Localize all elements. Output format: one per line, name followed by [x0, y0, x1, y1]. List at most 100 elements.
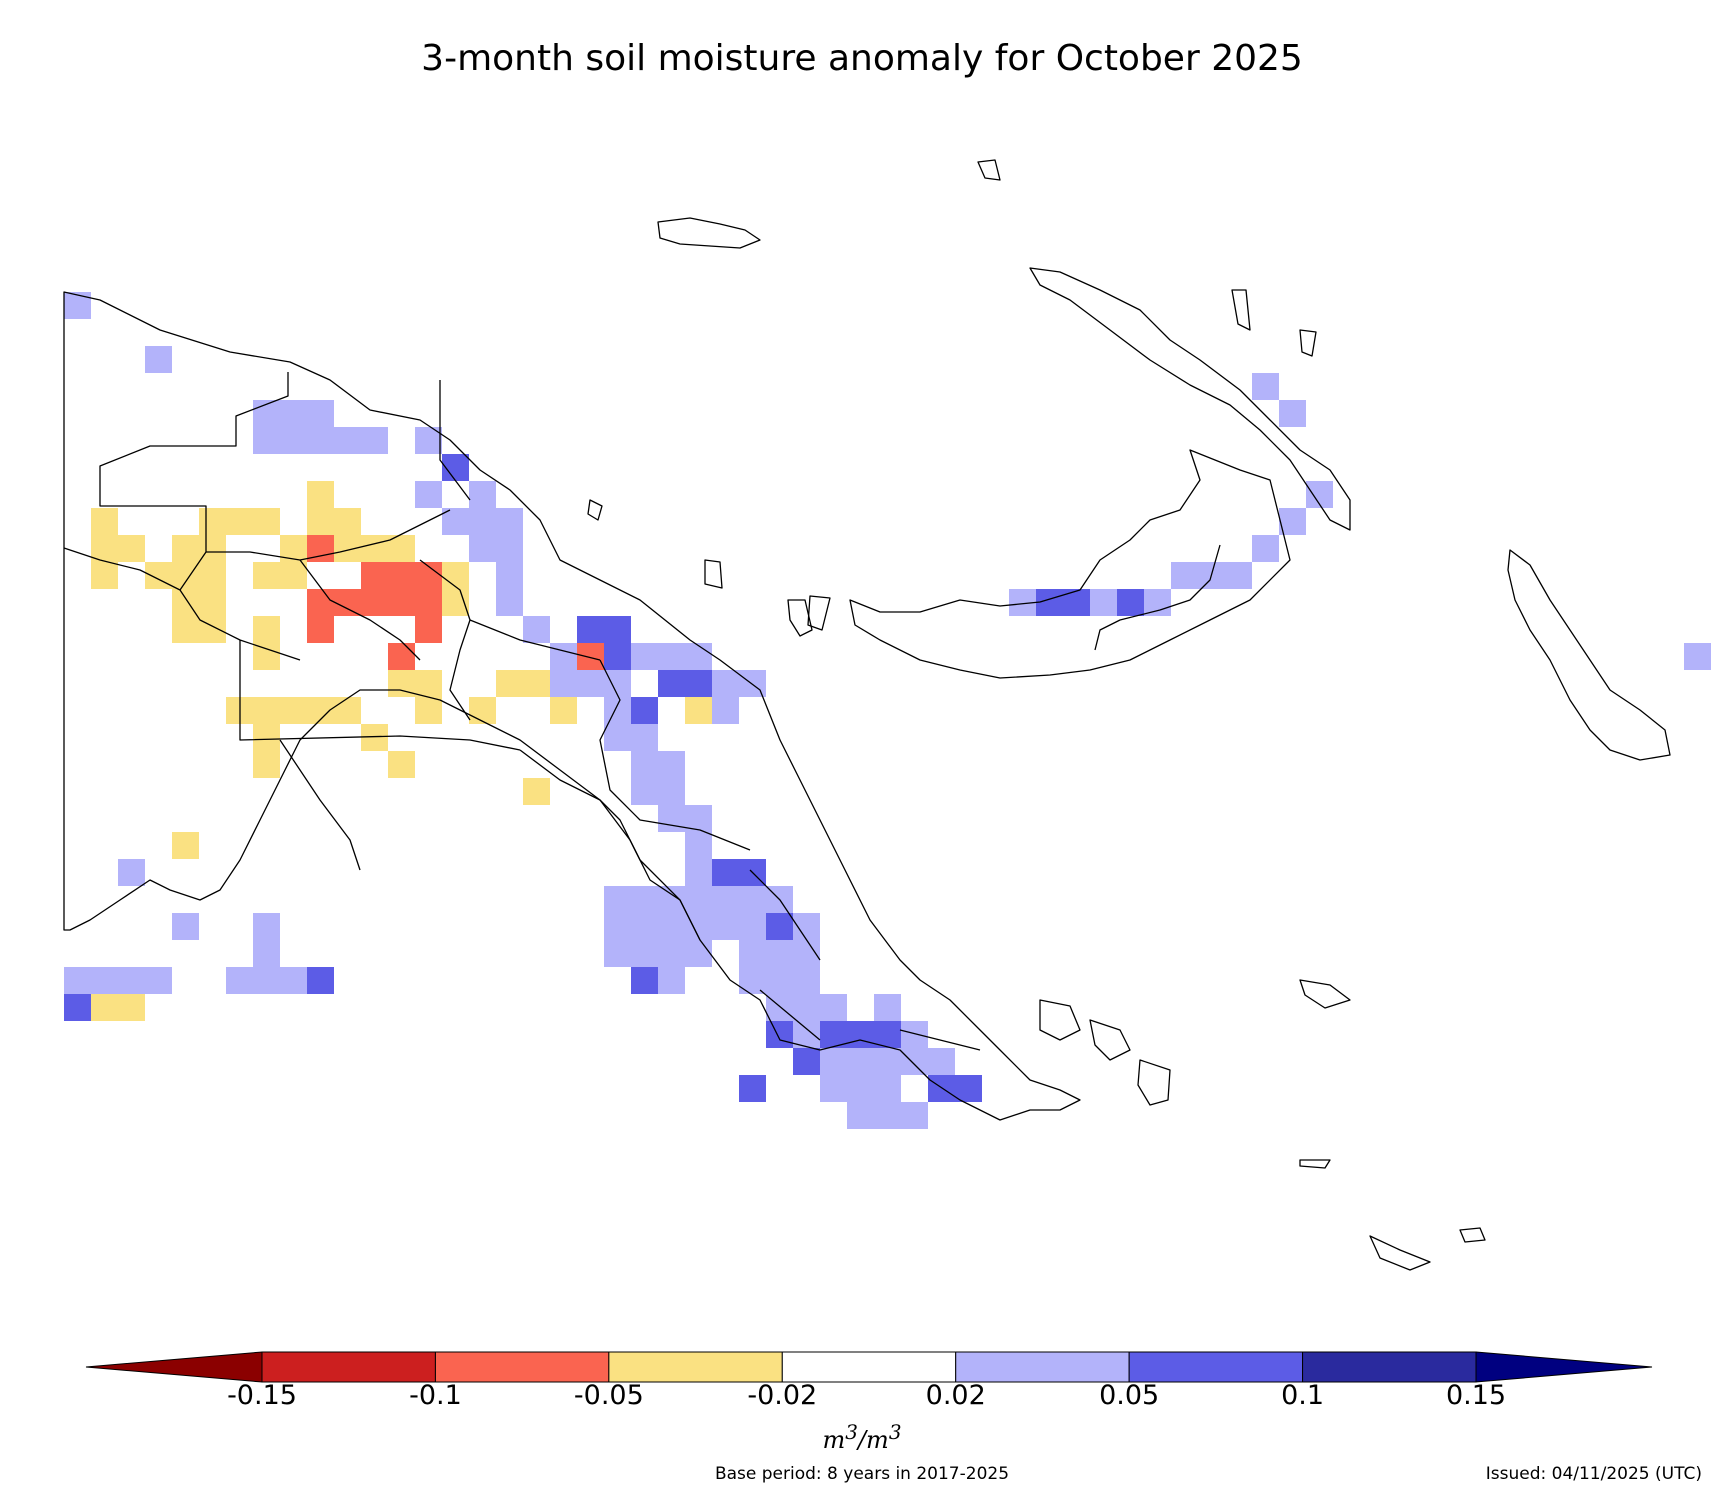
anomaly-cell [793, 1048, 820, 1075]
anomaly-cell [658, 913, 685, 940]
anomaly-cell [226, 508, 253, 535]
anomaly-cell [253, 967, 280, 994]
anomaly-cell [361, 589, 388, 616]
base-period-note: Base period: 8 years in 2017-2025 [714, 1464, 1010, 1484]
anomaly-cell [685, 859, 712, 886]
island-coastline [1369, 1235, 1431, 1271]
anomaly-cell [199, 562, 226, 589]
anomaly-cell [631, 940, 658, 967]
anomaly-cell [415, 697, 442, 724]
anomaly-cell [712, 697, 739, 724]
anomaly-cell [631, 697, 658, 724]
anomaly-cell [253, 940, 280, 967]
anomaly-cell [631, 724, 658, 751]
anomaly-cell [280, 400, 307, 427]
anomaly-cell [604, 670, 631, 697]
anomaly-cell [658, 940, 685, 967]
map-title: 3-month soil moisture anomaly for Octobe… [421, 38, 1303, 79]
anomaly-cell [253, 697, 280, 724]
anomaly-cell [307, 967, 334, 994]
province-border [99, 372, 289, 591]
anomaly-cell [388, 535, 415, 562]
colorbar [85, 1351, 1653, 1383]
province-border [749, 869, 821, 961]
anomaly-cell [199, 508, 226, 535]
colorbar-tick-label: -0.02 [747, 1380, 818, 1411]
anomaly-cell [1279, 400, 1306, 427]
colorbar-segment [1128, 1351, 1304, 1383]
island-coastline [1299, 329, 1317, 357]
anomaly-cell [361, 427, 388, 454]
anomaly-cell [658, 643, 685, 670]
island-coastline [1039, 999, 1081, 1041]
anomaly-cell [685, 670, 712, 697]
colorbar-segment [261, 1351, 436, 1383]
anomaly-cell [91, 508, 118, 535]
anomaly-cell [118, 859, 145, 886]
colorbar-arrow-high [1475, 1351, 1653, 1383]
anomaly-cell [334, 697, 361, 724]
island-coastline [977, 159, 1001, 181]
anomaly-cell [820, 1021, 847, 1048]
anomaly-cell [712, 913, 739, 940]
province-border [469, 619, 601, 661]
anomaly-cell [307, 508, 334, 535]
anomaly-cell [172, 913, 199, 940]
anomaly-cell [604, 616, 631, 643]
anomaly-cell [523, 778, 550, 805]
anomaly-cell [739, 913, 766, 940]
island-coastline [1231, 289, 1251, 331]
anomaly-cell [847, 1075, 874, 1102]
anomaly-cell [658, 886, 685, 913]
anomaly-cell [91, 994, 118, 1021]
anomaly-cell [712, 886, 739, 913]
bougainville-coastline [1507, 549, 1671, 761]
anomaly-cell [199, 616, 226, 643]
anomaly-cell [1225, 562, 1252, 589]
anomaly-cell [631, 751, 658, 778]
mainland-coastline [63, 291, 1081, 1121]
anomaly-cell [388, 751, 415, 778]
anomaly-cell [415, 670, 442, 697]
anomaly-cell [685, 805, 712, 832]
anomaly-cell [172, 535, 199, 562]
anomaly-cell [577, 670, 604, 697]
anomaly-cell [388, 589, 415, 616]
anomaly-cell [280, 562, 307, 589]
anomaly-cell [658, 778, 685, 805]
anomaly-cell [334, 508, 361, 535]
island-coastline [787, 599, 813, 637]
anomaly-cell [955, 1075, 982, 1102]
anomaly-cell [874, 1021, 901, 1048]
colorbar-tick-label: -0.1 [409, 1380, 462, 1411]
anomaly-cell [496, 508, 523, 535]
anomaly-cell [334, 589, 361, 616]
anomaly-cell [1279, 508, 1306, 535]
anomaly-cell [685, 697, 712, 724]
anomaly-cell [631, 643, 658, 670]
island-coastline [1299, 1159, 1331, 1169]
province-border [299, 559, 421, 661]
province-border [639, 859, 701, 941]
island-coastline [1299, 979, 1351, 1009]
anomaly-cell [766, 940, 793, 967]
anomaly-cell [64, 994, 91, 1021]
anomaly-cell [739, 940, 766, 967]
anomaly-cell [91, 562, 118, 589]
anomaly-cell [253, 562, 280, 589]
anomaly-cell [415, 481, 442, 508]
anomaly-cell [658, 670, 685, 697]
colorbar-segment [781, 1351, 957, 1383]
anomaly-cell [496, 562, 523, 589]
anomaly-cell [1252, 373, 1279, 400]
anomaly-cell [685, 913, 712, 940]
anomaly-cell [442, 508, 469, 535]
anomaly-cell [280, 697, 307, 724]
anomaly-cell [496, 670, 523, 697]
province-border [519, 749, 641, 861]
anomaly-cell [658, 967, 685, 994]
anomaly-cell [118, 994, 145, 1021]
anomaly-cell [523, 670, 550, 697]
anomaly-cell [172, 832, 199, 859]
anomaly-cell [901, 1102, 928, 1129]
